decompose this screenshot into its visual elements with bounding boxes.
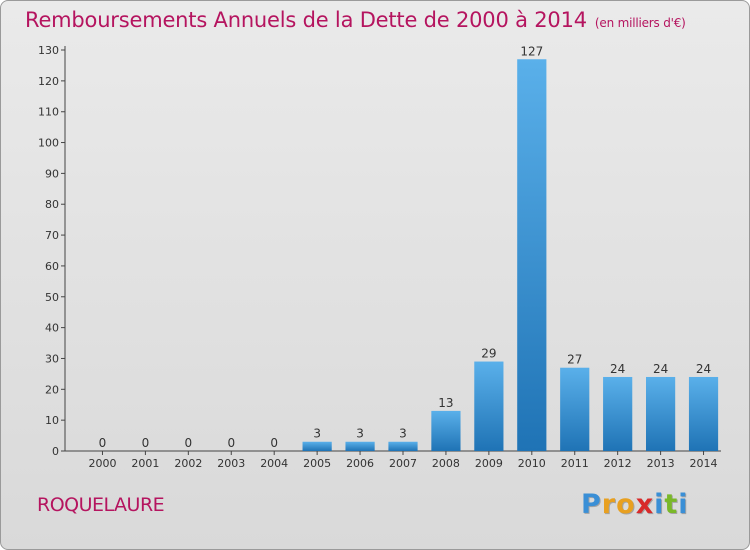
logo-letter: i [678,489,689,520]
data-label-2002: 0 [185,436,193,450]
chart-title: Remboursements Annuels de la Dette de 20… [25,8,686,32]
y-tick-label: 130 [38,44,59,57]
y-tick-label: 10 [45,414,59,427]
y-tick-label: 120 [38,75,59,88]
y-tick-label: 0 [52,445,59,458]
x-tick-label-2000: 2000 [88,457,116,470]
bar-2008 [431,410,461,451]
y-tick-label: 60 [45,260,59,273]
y-tick-label: 80 [45,198,59,211]
logo-letter: x [635,489,655,520]
x-tick-label-2010: 2010 [518,457,546,470]
data-label-2000: 0 [99,436,107,450]
y-tick-label: 100 [38,137,59,150]
x-tick-label-2002: 2002 [174,457,202,470]
y-tick-label: 110 [38,106,59,119]
chart-bars [302,59,719,451]
bar-2011 [560,367,590,451]
data-label-2014: 24 [696,362,711,376]
y-tick-label: 70 [45,229,59,242]
x-tick-label-2009: 2009 [475,457,503,470]
logo-letter: P [581,489,602,520]
x-tick-label-2005: 2005 [303,457,331,470]
data-label-2003: 0 [227,436,235,450]
y-tick-label: 20 [45,383,59,396]
chart-labels: 2000 0 2001 0 2002 0 2003 0 2004 0 2005 3 2006 3 2007 3… [88,44,717,470]
data-label-2009: 29 [481,347,496,361]
data-label-2001: 0 [142,436,150,450]
y-tick-label: 90 [45,167,59,180]
y-tick-label: 30 [45,352,59,365]
bar-2013 [646,376,676,451]
bar-2009 [474,361,504,451]
data-label-2005: 3 [313,427,321,441]
x-tick-label-2011: 2011 [561,457,589,470]
x-tick-label-2013: 2013 [647,457,675,470]
x-tick-label-2012: 2012 [604,457,632,470]
logo-letter: o [616,489,636,520]
x-tick-label-2014: 2014 [690,457,718,470]
data-label-2004: 0 [270,436,278,450]
logo-letter: r [601,489,617,520]
bar-2014 [688,376,719,451]
data-label-2010: 127 [520,44,543,58]
x-tick-label-2001: 2001 [131,457,159,470]
x-tick-label-2006: 2006 [346,457,374,470]
bar-2010 [517,59,547,451]
x-tick-label-2003: 2003 [217,457,245,470]
y-tick-label: 40 [45,322,59,335]
x-tick-label-2008: 2008 [432,457,460,470]
proxiti-logo: Proxiti [581,489,689,520]
data-label-2011: 27 [567,353,582,367]
bar-2012 [603,376,633,451]
data-label-2007: 3 [399,427,407,441]
data-label-2013: 24 [653,362,668,376]
bar-2006 [345,441,375,451]
chart-title-text: Remboursements Annuels de la Dette de 20… [25,8,587,32]
x-tick-label-2004: 2004 [260,457,288,470]
x-tick-label-2007: 2007 [389,457,417,470]
logo-letter: t [664,489,679,520]
data-label-2008: 13 [438,396,453,410]
data-label-2012: 24 [610,362,625,376]
logo-letter: i [654,489,665,520]
commune-name: ROQUELAURE [37,494,165,516]
y-tick-label: 50 [45,291,59,304]
data-label-2006: 3 [356,427,364,441]
bar-2005 [302,441,332,451]
chart-unit: (en milliers d'€) [594,16,686,30]
bar-2007 [388,441,418,451]
